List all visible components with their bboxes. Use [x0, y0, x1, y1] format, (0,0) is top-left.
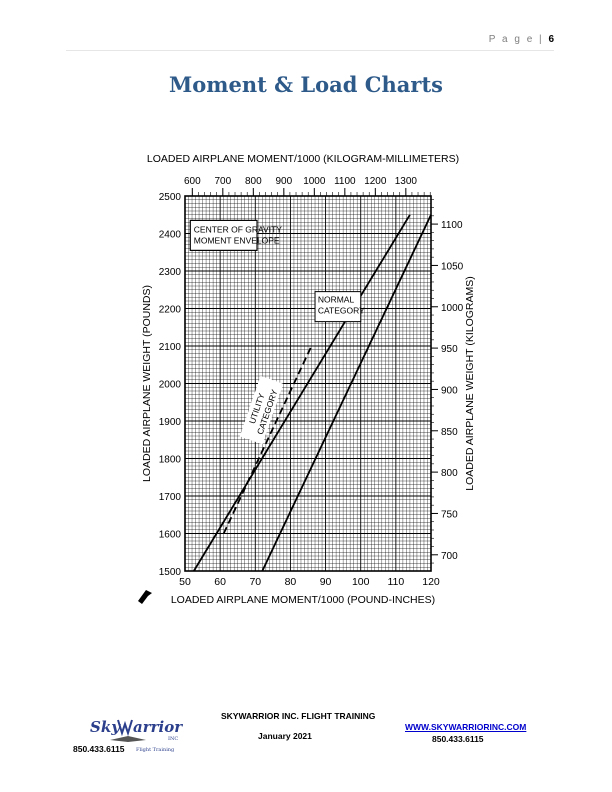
series-line-3	[261, 214, 432, 572]
top-tick-label: 1200	[364, 176, 387, 187]
x-tick-label: 50	[179, 576, 191, 588]
left-axis-label: LOADED AIRPLANE WEIGHT (POUNDS)	[141, 285, 153, 482]
utility-label-background	[239, 375, 284, 445]
page-separator: |	[539, 34, 544, 45]
normal-label-box	[314, 291, 362, 323]
top-tick-label: 800	[245, 176, 262, 187]
y-tick-label: 1900	[159, 417, 182, 428]
top-tick-label: 600	[184, 176, 201, 187]
x-tick-label: 110	[387, 576, 404, 588]
right-tick-label: 750	[441, 509, 458, 520]
y-tick-label: 1700	[159, 492, 182, 503]
right-tick-label: 950	[441, 344, 458, 355]
logo-w-icon	[117, 719, 133, 737]
x-tick-label: 90	[320, 576, 332, 588]
moment-envelope-chart: LOADED AIRPLANE MOMENT/1000 (KILOGRAM-MI…	[128, 138, 488, 618]
page-number: 6	[548, 34, 554, 45]
x-tick-label: 120	[422, 576, 440, 588]
right-tick-label: 900	[441, 385, 458, 396]
footer-company: SKYWARRIOR INC. FLIGHT TRAINING	[221, 711, 376, 721]
footer-website-link[interactable]: WWW.SKYWARRIORINC.COM	[405, 722, 527, 732]
y-tick-label: 2200	[159, 305, 182, 316]
envelope-label-line2: MOMENT ENVELOPE	[194, 235, 280, 245]
y-tick-label: 2100	[159, 342, 182, 353]
y-tick-label: 2400	[159, 230, 182, 241]
page-label: P a g e	[488, 34, 535, 45]
y-tick-label: 1500	[159, 567, 182, 578]
chart-svg: LOADED AIRPLANE MOMENT/1000 (KILOGRAM-MI…	[138, 153, 476, 606]
y-tick-label: 1600	[159, 530, 182, 541]
footer-date: January 2021	[258, 731, 312, 741]
page-number-header: P a g e | 6	[489, 34, 554, 45]
skywarrior-logo: Sky arrior INC Flight Training	[88, 714, 188, 754]
logo-inc: INC	[168, 736, 178, 742]
x-tick-label: 100	[352, 576, 370, 588]
header-rule	[66, 50, 554, 51]
x-tick-label: 70	[249, 576, 261, 588]
top-axis-label: LOADED AIRPLANE MOMENT/1000 (KILOGRAM-MI…	[147, 153, 459, 165]
right-tick-label: 800	[441, 468, 458, 479]
normal-label-line2: CATEGORY	[318, 306, 365, 316]
envelope-label-line1: CENTER OF GRAVITY	[194, 224, 282, 234]
right-tick-label: 850	[441, 427, 458, 438]
top-tick-label: 700	[214, 176, 231, 187]
series-line-1	[193, 214, 411, 572]
footer-phone-left: 850.433.6115	[73, 744, 125, 754]
right-tick-label: 1100	[441, 220, 463, 231]
envelope-label-box	[189, 219, 258, 251]
right-tick-label: 700	[441, 551, 458, 562]
logo-text-sky: Sky	[90, 718, 121, 736]
right-tick-label: 1050	[441, 261, 464, 272]
logo-plane-icon	[110, 736, 146, 742]
y-tick-label: 2300	[159, 267, 182, 278]
series-line-2	[222, 345, 313, 534]
x-tick-label: 80	[285, 576, 297, 588]
y-tick-label: 2000	[159, 380, 182, 391]
top-tick-label: 1300	[395, 176, 418, 187]
arrow-icon	[138, 590, 152, 604]
normal-label-line1: NORMAL	[318, 295, 355, 305]
top-tick-label: 1100	[334, 176, 356, 187]
page-title: Moment & Load Charts	[169, 72, 443, 97]
top-tick-label: 1000	[303, 176, 326, 187]
footer: Sky arrior INC Flight Training SKYWARRIO…	[0, 700, 612, 792]
x-tick-label: 60	[214, 576, 226, 588]
bottom-axis-label: LOADED AIRPLANE MOMENT/1000 (POUND-INCHE…	[171, 594, 435, 606]
y-tick-label: 2500	[159, 192, 182, 203]
top-tick-label: 900	[275, 176, 292, 187]
logo-text-arrior: arrior	[133, 718, 183, 736]
right-axis-label: LOADED AIRPLANE WEIGHT (KILOGRAMS)	[464, 276, 476, 491]
logo-tagline: Flight Training	[136, 747, 175, 753]
footer-phone-right: 850.433.6115	[432, 734, 484, 744]
right-tick-label: 1000	[441, 303, 464, 314]
y-tick-label: 1800	[159, 455, 182, 466]
